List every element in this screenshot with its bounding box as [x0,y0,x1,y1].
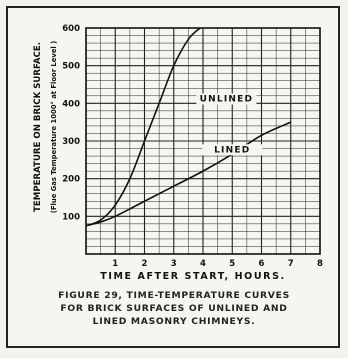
series-line-unlined [85,27,201,227]
x-axis-label: TIME AFTER START, HOURS. [100,271,285,282]
chart-labels: UNLINED LINED 100 200 300 400 500 600 1 2 3 4 5 6 7 8 TI… [33,24,323,282]
series-label-lined: LINED [214,145,250,155]
figure-caption-line-2: FOR BRICK SURFACES OF UNLINED AND [60,303,288,314]
y-tick-label: 200 [62,175,80,185]
series-label-unlined: UNLINED [200,94,253,104]
y-tick-label: 600 [62,24,80,34]
chart-grid [85,27,321,255]
x-tick-label: 1 [112,259,118,269]
x-tick-label: 5 [229,259,235,269]
figure-caption-line-3: LINED MASONRY CHIMNEYS. [92,316,256,327]
y-axis-note: (Flue Gas Temperature 1000° at Floor Lev… [50,41,58,213]
y-tick-label: 400 [62,99,80,109]
figure-frame [6,6,340,348]
x-tick-label: 7 [288,259,294,269]
x-tick-label: 3 [171,259,177,269]
series-line-lined [85,121,292,227]
x-tick-label: 6 [259,259,265,269]
y-tick-label: 500 [62,62,80,72]
chart-marks [85,27,292,227]
x-tick-label: 4 [200,259,206,269]
plot-border [85,27,321,255]
x-tick-label: 2 [142,259,148,269]
y-tick-label: 100 [62,212,80,222]
series-label-bg [202,144,263,156]
y-tick-label: 300 [62,137,80,147]
series-label-bg [196,93,257,105]
y-axis-label: TEMPERATURE ON BRICK SURFACE. [33,42,43,212]
figure-caption-line-1: FIGURE 29, TIME-TEMPERATURE CURVES [58,290,290,301]
x-tick-label: 8 [317,259,323,269]
